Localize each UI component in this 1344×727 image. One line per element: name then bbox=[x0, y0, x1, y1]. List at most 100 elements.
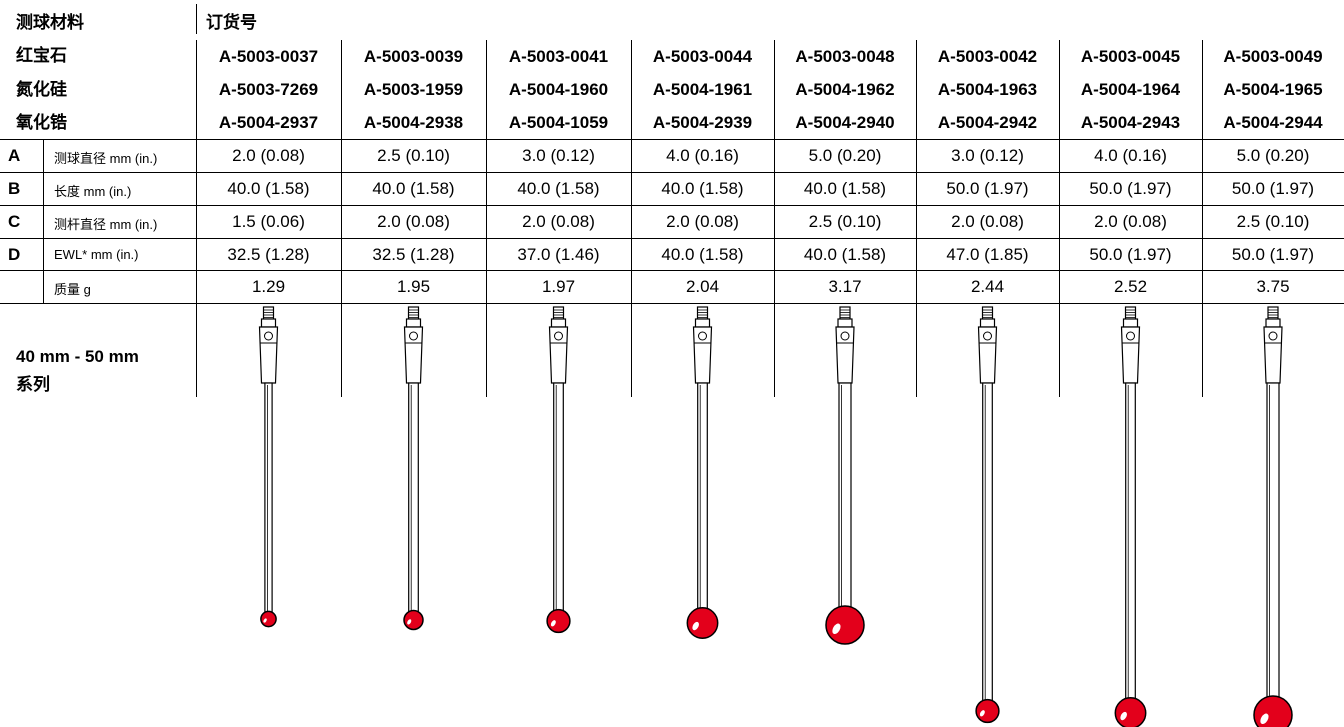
stylus bbox=[258, 306, 279, 628]
param-value: 50.0 (1.97) bbox=[946, 179, 1029, 198]
param-label: 测球直径 mm (in.) bbox=[54, 151, 158, 166]
row-divider bbox=[0, 139, 1344, 140]
part-number: A-5003-0049 bbox=[1223, 47, 1323, 66]
part-number: A-5003-0042 bbox=[937, 47, 1038, 66]
param-value: 3.0 (0.12) bbox=[522, 146, 595, 165]
param-value: 2.0 (0.08) bbox=[377, 212, 450, 231]
part-number: A-5004-1059 bbox=[508, 113, 609, 132]
stylus bbox=[975, 306, 1000, 724]
stylus bbox=[403, 306, 424, 631]
column-divider bbox=[1059, 139, 1060, 397]
row-divider bbox=[0, 172, 1344, 173]
part-number: A-5004-1963 bbox=[937, 80, 1038, 99]
column-divider bbox=[916, 139, 917, 397]
param-value: 1.29 bbox=[251, 277, 286, 296]
column-divider bbox=[631, 40, 632, 139]
param-letter: B bbox=[8, 179, 21, 198]
row-divider bbox=[0, 303, 1344, 304]
part-number: A-5004-1964 bbox=[1080, 80, 1181, 99]
param-value: 40.0 (1.58) bbox=[372, 179, 455, 198]
part-number: A-5003-0039 bbox=[363, 47, 464, 66]
column-divider bbox=[341, 139, 342, 397]
param-value: 4.0 (0.16) bbox=[1094, 146, 1167, 165]
part-number: A-5004-1965 bbox=[1223, 80, 1323, 99]
column-divider bbox=[774, 139, 775, 397]
param-value: 50.0 (1.97) bbox=[1231, 245, 1315, 264]
param-value: 2.0 (0.08) bbox=[522, 212, 595, 231]
param-value: 2.0 (0.08) bbox=[1094, 212, 1167, 231]
param-letter: A bbox=[8, 146, 21, 165]
column-divider bbox=[486, 139, 487, 397]
column-divider bbox=[916, 40, 917, 139]
param-value: 2.5 (0.10) bbox=[1236, 212, 1310, 231]
param-label: EWL* mm (in.) bbox=[54, 247, 139, 262]
column-divider bbox=[631, 139, 632, 397]
part-number: A-5004-2943 bbox=[1080, 113, 1181, 132]
letter-divider bbox=[43, 139, 44, 303]
part-number: A-5003-0041 bbox=[508, 47, 609, 66]
param-value: 32.5 (1.28) bbox=[227, 245, 310, 264]
param-value: 37.0 (1.46) bbox=[517, 245, 600, 264]
material-zirconia: 氧化锆 bbox=[16, 113, 67, 132]
param-value: 40.0 (1.58) bbox=[661, 245, 744, 264]
stylus bbox=[686, 306, 719, 639]
row-divider bbox=[0, 205, 1344, 206]
param-value: 2.5 (0.10) bbox=[377, 146, 450, 165]
param-letter: C bbox=[8, 212, 21, 231]
material-heading: 测球材料 bbox=[16, 13, 84, 32]
column-divider bbox=[486, 40, 487, 139]
param-value: 3.0 (0.12) bbox=[951, 146, 1024, 165]
param-value: 40.0 (1.58) bbox=[227, 179, 310, 198]
param-value: 5.0 (0.20) bbox=[808, 146, 882, 165]
param-value: 50.0 (1.97) bbox=[1089, 245, 1172, 264]
column-divider bbox=[774, 40, 775, 139]
column-divider bbox=[341, 40, 342, 139]
param-value: 1.5 (0.06) bbox=[232, 212, 305, 231]
part-number: A-5003-1959 bbox=[363, 80, 464, 99]
stylus bbox=[1114, 306, 1147, 727]
param-letter: D bbox=[8, 245, 21, 264]
part-number: A-5004-2937 bbox=[218, 113, 319, 132]
column-divider bbox=[196, 139, 197, 397]
param-value: 40.0 (1.58) bbox=[803, 179, 887, 198]
part-number: A-5004-2939 bbox=[652, 113, 753, 132]
param-value: 2.04 bbox=[685, 277, 720, 296]
column-divider bbox=[1202, 40, 1203, 139]
param-value: 40.0 (1.58) bbox=[517, 179, 600, 198]
param-value: 3.17 bbox=[828, 277, 862, 296]
param-value: 4.0 (0.16) bbox=[666, 146, 739, 165]
param-value: 2.0 (0.08) bbox=[232, 146, 305, 165]
part-number: A-5004-2938 bbox=[363, 113, 464, 132]
param-value: 47.0 (1.85) bbox=[946, 245, 1029, 264]
param-value: 32.5 (1.28) bbox=[372, 245, 455, 264]
part-number: A-5003-7269 bbox=[218, 80, 319, 99]
part-number: A-5004-1960 bbox=[508, 80, 609, 99]
column-divider bbox=[1202, 139, 1203, 397]
param-label: 长度 mm (in.) bbox=[54, 184, 132, 199]
column-divider bbox=[1059, 40, 1060, 139]
param-value: 1.97 bbox=[541, 277, 576, 296]
series-suffix: 系列 bbox=[16, 375, 50, 394]
material-silicon-nitride: 氮化硅 bbox=[16, 80, 67, 99]
param-value: 50.0 (1.97) bbox=[1089, 179, 1172, 198]
param-value: 2.0 (0.08) bbox=[666, 212, 739, 231]
material-ruby: 红宝石 bbox=[16, 46, 67, 65]
part-number: A-5004-2940 bbox=[795, 113, 895, 132]
header-divider bbox=[196, 4, 197, 34]
part-number: A-5004-2942 bbox=[937, 113, 1038, 132]
part-number: A-5003-0048 bbox=[795, 47, 895, 66]
param-value: 2.44 bbox=[970, 277, 1005, 296]
row-divider bbox=[0, 270, 1344, 271]
part-number: A-5004-1962 bbox=[795, 80, 895, 99]
column-divider bbox=[196, 40, 197, 139]
series-label: 40 mm - 50 mm 系列 bbox=[16, 343, 139, 399]
param-value: 40.0 (1.58) bbox=[803, 245, 887, 264]
param-label: 测杆直径 mm (in.) bbox=[54, 217, 158, 232]
param-value: 40.0 (1.58) bbox=[661, 179, 744, 198]
part-number: A-5003-0045 bbox=[1080, 47, 1181, 66]
part-number: A-5004-1961 bbox=[652, 80, 753, 99]
stylus bbox=[825, 306, 865, 645]
param-value: 5.0 (0.20) bbox=[1236, 146, 1310, 165]
stylus bbox=[1253, 306, 1293, 727]
